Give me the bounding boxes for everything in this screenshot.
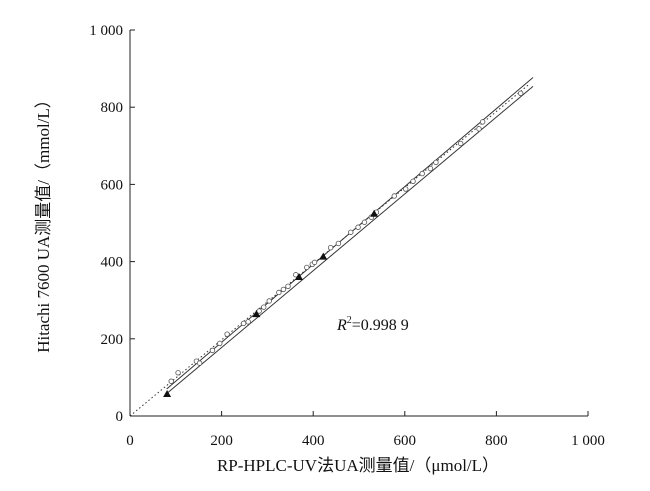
y-tick-label: 800 bbox=[101, 100, 124, 116]
y-tick-label: 1 000 bbox=[89, 23, 123, 39]
data-points bbox=[163, 90, 524, 397]
x-tick-label: 0 bbox=[126, 433, 134, 449]
data-point-circle bbox=[209, 347, 216, 354]
data-point-circle bbox=[348, 229, 354, 235]
data-point-circle bbox=[433, 159, 439, 166]
r-squared-symbol: R bbox=[336, 317, 347, 334]
data-point-circle bbox=[168, 378, 174, 384]
data-point-circle bbox=[419, 170, 425, 177]
data-point-circle bbox=[391, 193, 397, 199]
data-point-circle bbox=[261, 304, 267, 310]
y-tick-label: 200 bbox=[101, 332, 124, 348]
data-point-circle bbox=[457, 140, 464, 147]
y-axis-title: Hitachi 7600 UA测量值/（mmol/L） bbox=[34, 91, 53, 353]
y-tick-label: 400 bbox=[101, 255, 124, 271]
data-point-circle bbox=[517, 90, 524, 97]
r-squared-superscript: 2 bbox=[347, 315, 352, 326]
x-tick-label: 800 bbox=[485, 433, 508, 449]
data-point-triangle bbox=[370, 209, 379, 217]
data-point-circle bbox=[311, 259, 318, 266]
data-point-circle bbox=[276, 289, 282, 296]
data-point-circle bbox=[304, 264, 310, 271]
data-point-circle bbox=[240, 320, 247, 327]
data-point-circle bbox=[403, 186, 409, 192]
data-point-circle bbox=[175, 370, 181, 376]
data-point-circle bbox=[327, 245, 334, 251]
data-point-circle bbox=[479, 119, 486, 125]
data-point-circle bbox=[245, 319, 251, 325]
data-point-circle bbox=[224, 331, 230, 337]
data-point-circle bbox=[361, 219, 368, 225]
x-tick-label: 1 000 bbox=[571, 433, 605, 449]
y-tick-label: 600 bbox=[101, 177, 124, 193]
x-axis-title: RP-HPLC-UV法UA测量值/（μmol/L） bbox=[217, 456, 499, 475]
data-point-circle bbox=[335, 240, 342, 247]
data-point-circle bbox=[355, 224, 361, 230]
data-point-circle bbox=[285, 283, 291, 290]
data-point-triangle bbox=[163, 389, 172, 397]
data-point-circle bbox=[280, 286, 287, 293]
r-squared-annotation: R2=0.998 9 bbox=[336, 315, 409, 334]
data-point-circle bbox=[217, 340, 223, 347]
data-point-triangle bbox=[295, 273, 304, 281]
x-tick-label: 400 bbox=[302, 433, 325, 449]
x-tick-label: 600 bbox=[394, 433, 417, 449]
data-point-circle bbox=[196, 360, 203, 366]
data-point-triangle bbox=[252, 310, 261, 318]
data-point-circle bbox=[476, 126, 482, 132]
r-squared-value: =0.998 9 bbox=[352, 317, 409, 334]
data-point-circle bbox=[266, 298, 272, 304]
lower-limit-line bbox=[166, 85, 534, 394]
axes: 0 200 400 600 800 1 000 0 200 400 600 800 1 000 bbox=[89, 23, 605, 449]
data-point-circle bbox=[410, 178, 416, 185]
data-point-circle bbox=[427, 165, 434, 172]
data-point-triangle bbox=[319, 252, 328, 260]
y-tick-label: 0 bbox=[116, 409, 124, 425]
x-tick-label: 200 bbox=[210, 433, 233, 449]
